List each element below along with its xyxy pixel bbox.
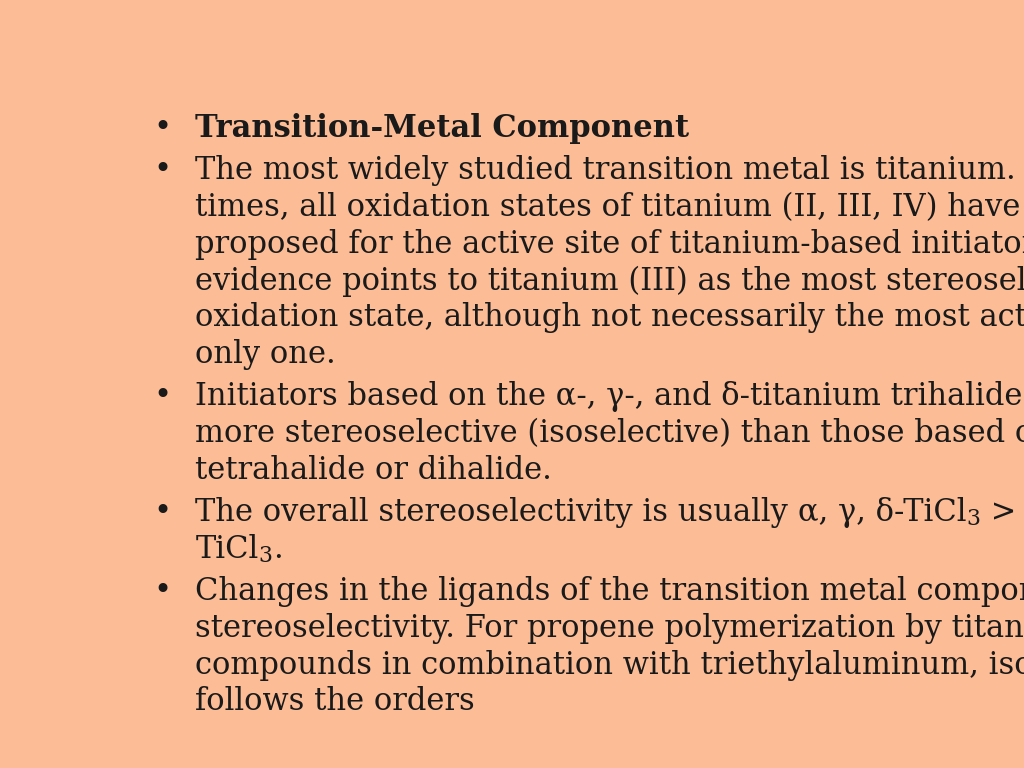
Text: proposed for the active site of titanium-based initiators. Most of the: proposed for the active site of titanium…	[196, 229, 1024, 260]
Text: evidence points to titanium (III) as the most stereoselective: evidence points to titanium (III) as the…	[196, 266, 1024, 296]
Text: oxidation state, although not necessarily the most active nor the: oxidation state, although not necessaril…	[196, 302, 1024, 333]
Text: TiCl: TiCl	[196, 534, 259, 565]
Text: Initiators based on the α-, γ-, and δ-titanium trihalides are much: Initiators based on the α-, γ-, and δ-ti…	[196, 382, 1024, 412]
Text: 3: 3	[259, 545, 272, 567]
Text: follows the orders: follows the orders	[196, 687, 475, 717]
Text: stereoselectivity. For propene polymerization by titanium: stereoselectivity. For propene polymeriz…	[196, 613, 1024, 644]
Text: •: •	[154, 382, 172, 412]
Text: more stereoselective (isoselective) than those based on the: more stereoselective (isoselective) than…	[196, 418, 1024, 449]
Text: 3: 3	[967, 508, 981, 530]
Text: The most widely studied transition metal is titanium. At various: The most widely studied transition metal…	[196, 155, 1024, 187]
Text: only one.: only one.	[196, 339, 336, 369]
Text: tetrahalide or dihalide.: tetrahalide or dihalide.	[196, 455, 552, 485]
Text: •: •	[154, 497, 172, 528]
Text: Transition-Metal Component: Transition-Metal Component	[196, 113, 689, 144]
Text: •: •	[154, 113, 172, 144]
Text: •: •	[154, 155, 172, 187]
Text: •: •	[154, 577, 172, 607]
Text: > TiCl: > TiCl	[981, 497, 1024, 528]
Text: The overall stereoselectivity is usually: The overall stereoselectivity is usually	[196, 497, 798, 528]
Text: .: .	[272, 534, 283, 565]
Text: compounds in combination with triethylaluminum, isotacticity: compounds in combination with triethylal…	[196, 650, 1024, 680]
Text: α, γ, δ-TiCl: α, γ, δ-TiCl	[798, 497, 967, 528]
Text: times, all oxidation states of titanium (II, III, IV) have been: times, all oxidation states of titanium …	[196, 192, 1024, 223]
Text: Changes in the ligands of the transition metal component affect: Changes in the ligands of the transition…	[196, 577, 1024, 607]
